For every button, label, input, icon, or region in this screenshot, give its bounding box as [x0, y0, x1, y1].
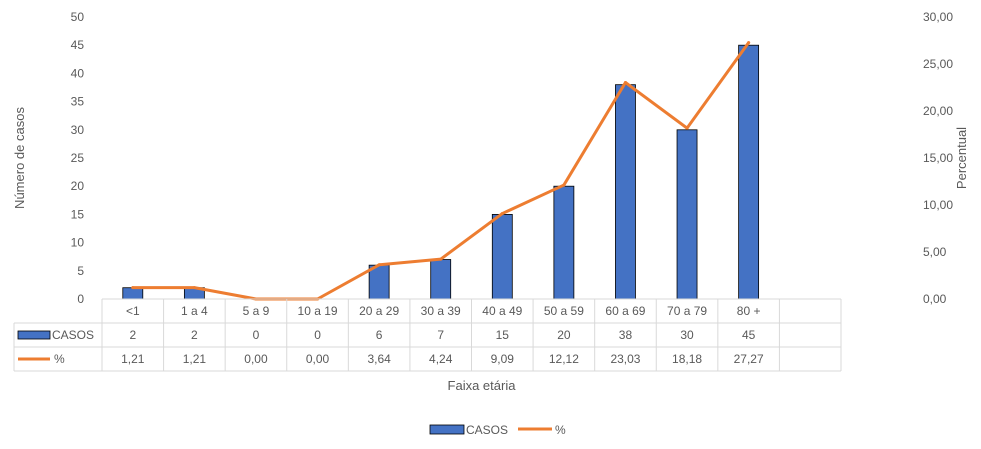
table-value-casos: 2 [191, 328, 198, 342]
y-tick-label: 35 [71, 95, 85, 109]
y-tick-label: 40 [71, 66, 85, 80]
table-value-casos: 2 [129, 328, 136, 342]
table-legend-key-casos [17, 330, 51, 340]
table-series-name: CASOS [52, 328, 94, 342]
y2-tick-label: 10,00 [923, 198, 953, 212]
line-point [377, 263, 381, 267]
line-point [685, 126, 689, 130]
table-value-percent: 1,21 [183, 352, 207, 366]
table-value-percent: 23,03 [610, 352, 640, 366]
x-axis-title: Faixa etária [448, 378, 517, 393]
line-point [192, 286, 196, 290]
category-label: 30 a 39 [421, 304, 461, 318]
table-value-percent: 27,27 [734, 352, 764, 366]
category-label: 40 a 49 [482, 304, 522, 318]
y2-tick-label: 5,00 [923, 245, 947, 259]
table-value-casos: 15 [496, 328, 510, 342]
category-label: <1 [126, 304, 140, 318]
table-value-percent: 9,09 [491, 352, 515, 366]
line-point [623, 81, 627, 85]
table-value-percent: 0,00 [306, 352, 330, 366]
bar-casos [615, 84, 636, 300]
line-point [562, 183, 566, 187]
table-value-percent: 3,64 [367, 352, 391, 366]
category-label: 70 a 79 [667, 304, 707, 318]
bar-casos [122, 287, 144, 300]
table-value-casos: 38 [619, 328, 633, 342]
table-value-percent: 18,18 [672, 352, 702, 366]
y-tick-label: 10 [71, 236, 85, 250]
category-label: 1 a 4 [181, 304, 208, 318]
y-tick-label: 25 [71, 151, 85, 165]
category-label: 50 a 59 [544, 304, 584, 318]
bar-casos [676, 129, 698, 300]
legend-key-casos [429, 424, 465, 435]
bar-casos [553, 185, 575, 300]
line-point [747, 41, 751, 45]
y-tick-label: 50 [71, 10, 85, 24]
line-point [131, 286, 135, 290]
legend-label-percent: % [555, 423, 566, 437]
bar-casos [738, 44, 760, 300]
table-value-casos: 7 [437, 328, 444, 342]
y2-axis-title: Percentual [954, 127, 969, 189]
y-tick-label: 20 [71, 179, 85, 193]
category-label: 80 + [737, 304, 761, 318]
table-value-casos: 20 [557, 328, 571, 342]
bar-casos [491, 213, 513, 300]
y-tick-label: 15 [71, 207, 85, 221]
y2-tick-label: 15,00 [923, 151, 953, 165]
y2-tick-label: 25,00 [923, 57, 953, 71]
y-tick-label: 30 [71, 123, 85, 137]
line-point [500, 212, 504, 216]
category-label: 10 a 19 [298, 304, 338, 318]
bar-casos [430, 259, 452, 300]
table-series-name: % [54, 352, 65, 366]
table-value-casos: 30 [680, 328, 694, 342]
category-label: 60 a 69 [605, 304, 645, 318]
table-value-percent: 1,21 [121, 352, 145, 366]
y-axis-title: Número de casos [12, 107, 27, 209]
y2-tick-label: 20,00 [923, 104, 953, 118]
y-tick-label: 0 [77, 292, 84, 306]
table-value-casos: 45 [742, 328, 756, 342]
table-value-percent: 0,00 [244, 352, 268, 366]
line-point [439, 257, 443, 261]
table-value-casos: 6 [376, 328, 383, 342]
legend-label-casos: CASOS [466, 423, 508, 437]
table-value-casos: 0 [253, 328, 260, 342]
y2-tick-label: 0,00 [923, 292, 947, 306]
category-label: 5 a 9 [243, 304, 270, 318]
category-label: 20 a 29 [359, 304, 399, 318]
y2-tick-label: 30,00 [923, 10, 953, 24]
y-tick-label: 5 [77, 264, 84, 278]
y-tick-label: 45 [71, 38, 85, 52]
table-value-percent: 12,12 [549, 352, 579, 366]
table-value-casos: 0 [314, 328, 321, 342]
table-value-percent: 4,24 [429, 352, 453, 366]
